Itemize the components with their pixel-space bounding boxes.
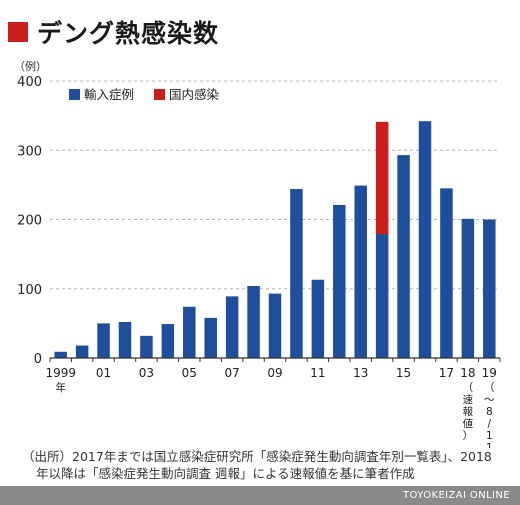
x-tick-label: 17	[439, 366, 454, 380]
bar-2015	[397, 155, 410, 358]
x-tick-label: 05	[182, 366, 197, 380]
bar-2009	[268, 293, 282, 358]
bar-2005	[183, 306, 196, 358]
x-tick-label: 19（〜8/11）	[482, 366, 497, 448]
y-tick-label: 200	[17, 214, 42, 229]
x-tick-label: 03	[139, 366, 154, 380]
x-tick-label: 07	[225, 366, 240, 380]
legend-swatch	[69, 89, 80, 100]
x-tick-label: 13	[353, 366, 368, 380]
bar-2017	[440, 188, 453, 358]
bar-2016	[418, 121, 432, 358]
bar-2014	[375, 234, 389, 358]
bar-chart: （例） 0 100 200 300 400 1999 年 01 03 05 07 09 11 13 15 17 1…	[14, 59, 501, 448]
bar-1999	[54, 351, 67, 358]
y-tick-label: 0	[34, 352, 42, 367]
bar-2002	[118, 321, 132, 358]
x-tick-label: 11	[310, 366, 325, 380]
y-axis-unit-label: （例）	[14, 59, 47, 73]
bar-2006	[204, 317, 217, 358]
bar-2014	[375, 121, 389, 235]
x-tick-label: 18 （速報値）	[460, 366, 475, 442]
bar-2010	[290, 189, 303, 358]
y-tick-label: 100	[17, 283, 42, 298]
bar-2004	[161, 324, 175, 358]
bar-2019	[483, 219, 496, 358]
y-tick-label: 400	[17, 75, 42, 90]
x-tick-label: 15	[396, 366, 411, 380]
x-tick-label: 01	[96, 366, 111, 380]
bar-2003	[140, 335, 153, 358]
title-marker	[8, 22, 28, 42]
legend-label: 輸入症例	[84, 87, 134, 102]
bar-2000	[75, 345, 89, 358]
bar-2001	[97, 323, 110, 358]
x-tick-label: 1999 年	[45, 366, 76, 394]
bar-2008	[247, 285, 260, 358]
legend-swatch	[154, 89, 165, 100]
legend-label: 国内感染	[169, 87, 220, 102]
bar-2018	[461, 218, 475, 358]
title-row: デング熱感染数	[8, 14, 219, 50]
source-line-2: 年以降は「感染症発生動向調査 週報」による速報値を基に筆者作成	[36, 466, 415, 481]
x-tick-label: 09	[267, 366, 282, 380]
footer-brand: TOYOKEIZAI ONLINE	[403, 490, 510, 501]
source-note: （出所）2017年までは国立感染症研究所「感染症発生動向調査年別一覧表」、201…	[22, 448, 512, 482]
bar-2013	[354, 185, 367, 358]
bar-2012	[333, 204, 346, 358]
footer-bar: TOYOKEIZAI ONLINE	[0, 486, 520, 505]
bar-2007	[225, 296, 239, 358]
y-tick-label: 300	[17, 144, 42, 159]
source-line-1: （出所）2017年までは国立感染症研究所「感染症発生動向調査年別一覧表」、201…	[22, 449, 492, 464]
chart-title: デング熱感染数	[37, 19, 220, 48]
bar-2011	[311, 279, 325, 358]
